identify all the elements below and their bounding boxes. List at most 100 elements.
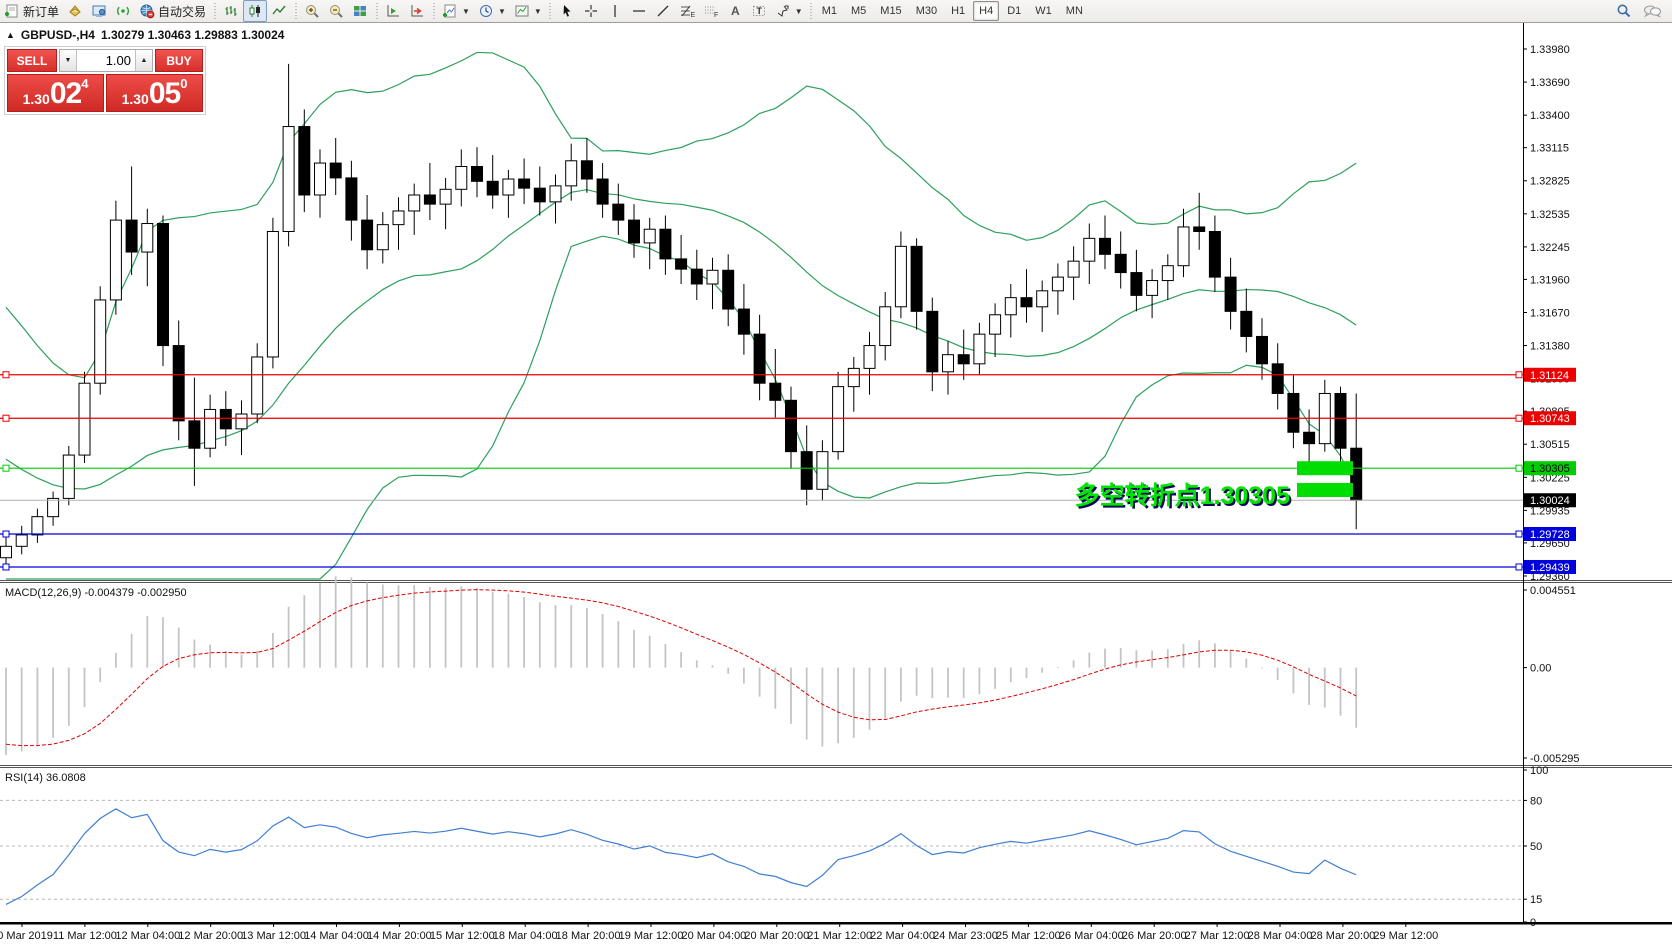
toolbar: 新订单 <box>0 0 1672 23</box>
bar-chart-button[interactable] <box>219 0 243 22</box>
collapse-panel-icon[interactable]: ▲ <box>6 30 15 40</box>
svg-text:14 Mar 04:00: 14 Mar 04:00 <box>304 930 369 942</box>
svg-text:14 Mar 20:00: 14 Mar 20:00 <box>367 930 432 942</box>
timeframe-button-H1[interactable]: H1 <box>951 5 966 17</box>
volume-decrease-button[interactable]: ▼ <box>60 50 77 71</box>
svg-text:1.32535: 1.32535 <box>1530 209 1570 221</box>
clock-icon <box>479 5 492 17</box>
macd-pane: 0.004551 0.00 -0.005295 <box>5 576 1580 765</box>
buy-button[interactable]: BUY <box>155 49 203 72</box>
toolbar-grip <box>212 3 218 19</box>
ohlc-values-label: 1.30279 1.30463 1.29883 1.30024 <box>100 28 285 42</box>
crosshair-icon <box>584 5 597 17</box>
svg-text:0: 0 <box>1530 917 1536 929</box>
price-axis-badges: 1.31124 1.30743 1.30305 1.29728 1.29439 1.300… <box>1524 367 1576 574</box>
zoom-out-button[interactable] <box>324 0 348 22</box>
timeframe-button-W1[interactable]: W1 <box>1035 5 1052 17</box>
templates-button[interactable]: ▼ <box>510 0 546 22</box>
svg-text:1.30225: 1.30225 <box>1530 472 1570 484</box>
new-order-button[interactable]: 新订单 <box>0 0 63 22</box>
vertical-line-icon <box>614 5 616 17</box>
shapes-tool-button[interactable]: ▼ <box>771 0 807 22</box>
symbol-period-label: GBPUSD-,H4 <box>20 28 95 42</box>
fibonacci-icon: E <box>680 5 695 19</box>
chart-canvas[interactable]: 1.33980 1.33690 1.33400 1.33115 1.32825 1.325… <box>0 22 1672 945</box>
turning-point-annotation: 多空转折点1.30305 <box>1074 482 1290 511</box>
volume-increase-button[interactable]: ▲ <box>135 50 152 71</box>
new-chart-button[interactable]: ▼ <box>438 0 474 22</box>
line-chart-button[interactable] <box>267 0 291 22</box>
tile-windows-button[interactable] <box>348 0 372 22</box>
svg-text:1.30024: 1.30024 <box>1530 495 1570 507</box>
crosshair-tool-button[interactable] <box>579 0 603 22</box>
dropdown-caret: ▼ <box>794 6 803 16</box>
timeframe-button-D1[interactable]: D1 <box>1007 5 1022 17</box>
svg-text:1.33400: 1.33400 <box>1530 110 1570 122</box>
sell-button[interactable]: SELL <box>7 49 57 72</box>
candlestick-chart-button[interactable] <box>243 0 268 22</box>
market-watch-button[interactable] <box>87 0 111 22</box>
timeframe-button-MN[interactable]: MN <box>1065 5 1083 17</box>
buy-price[interactable]: 1.30 05 0 <box>106 74 203 112</box>
autotrading-label: 自动交易 <box>158 4 207 19</box>
timeframe-button-M1[interactable]: M1 <box>821 5 837 17</box>
timeframe-button-M30[interactable]: M30 <box>915 5 938 17</box>
timeframe-button-M5[interactable]: M5 <box>851 5 867 17</box>
horizontal-line-tool-button[interactable] <box>627 0 651 22</box>
svg-text:28 Mar 04:00: 28 Mar 04:00 <box>1248 930 1313 942</box>
svg-text:20 Mar 04:00: 20 Mar 04:00 <box>681 930 746 942</box>
zoom-in-button[interactable] <box>300 0 324 22</box>
zoom-in-icon <box>306 5 319 18</box>
chart-title: ▲ GBPUSD-,H4 1.30279 1.30463 1.29883 1.3… <box>6 28 284 42</box>
toolbar-grip <box>374 3 380 19</box>
guide-button[interactable] <box>63 0 87 22</box>
volume-input[interactable] <box>77 50 135 71</box>
svg-text:F: F <box>714 12 718 19</box>
cursor-tool-button[interactable] <box>555 0 579 22</box>
svg-text:T: T <box>756 6 762 16</box>
svg-text:18 Mar 04:00: 18 Mar 04:00 <box>493 930 558 942</box>
rsi-indicator-label: RSI(14) 36.0808 <box>5 772 86 784</box>
svg-text:12 Mar 20:00: 12 Mar 20:00 <box>178 930 243 942</box>
fibonacci-tool-button[interactable]: E <box>675 0 699 22</box>
dropdown-caret: ▼ <box>497 6 506 16</box>
signal-button[interactable] <box>111 0 135 22</box>
chart-shift-button[interactable] <box>381 0 405 22</box>
dropdown-caret: ▼ <box>462 6 470 16</box>
svg-text:26 Mar 20:00: 26 Mar 20:00 <box>1122 930 1187 942</box>
bar-chart-icon <box>225 6 237 16</box>
timeframe-button-M15[interactable]: M15 <box>880 5 902 17</box>
annotation-bar-svg <box>1297 461 1353 476</box>
grid-tool-button[interactable]: F <box>699 0 723 22</box>
auto-scroll-button[interactable] <box>405 0 429 22</box>
horizontal-lines[interactable] <box>0 371 1523 571</box>
svg-text:1.31670: 1.31670 <box>1530 307 1570 319</box>
vertical-line-tool-button[interactable] <box>603 0 627 22</box>
text-label-tool-button[interactable]: T <box>747 0 771 22</box>
period-button[interactable]: ▼ <box>474 0 510 22</box>
candlestick-chart-icon <box>249 5 261 17</box>
svg-text:1.29439: 1.29439 <box>1530 562 1570 574</box>
rsi-pane: 100 80 50 15 0 <box>0 765 1548 929</box>
autotrading-button[interactable]: 自动交易 <box>135 0 210 22</box>
sell-price-big: 02 <box>49 77 82 110</box>
autotrading-icon <box>140 4 155 19</box>
chart-area[interactable]: 1.33980 1.33690 1.33400 1.33115 1.32825 1.325… <box>0 22 1672 945</box>
trendline-tool-button[interactable] <box>651 0 675 22</box>
sell-price-sup: 4 <box>81 76 89 91</box>
sell-price-small: 1.30 <box>22 91 50 107</box>
search-icon[interactable] <box>1616 3 1632 19</box>
text-label-icon: T <box>752 6 765 16</box>
svg-text:27 Mar 12:00: 27 Mar 12:00 <box>1185 930 1250 942</box>
svg-text:1.30515: 1.30515 <box>1530 439 1570 451</box>
chat-icon[interactable] <box>1642 3 1662 19</box>
text-tool-button[interactable]: A <box>723 0 747 22</box>
sell-price[interactable]: 1.30 02 4 <box>7 74 104 112</box>
new-chart-icon <box>443 4 456 18</box>
shapes-arrows-icon <box>777 5 789 17</box>
svg-text:1.31960: 1.31960 <box>1530 274 1570 286</box>
candlesticks <box>0 63 1363 566</box>
timeframe-button-H4[interactable]: H4 <box>973 1 1000 21</box>
